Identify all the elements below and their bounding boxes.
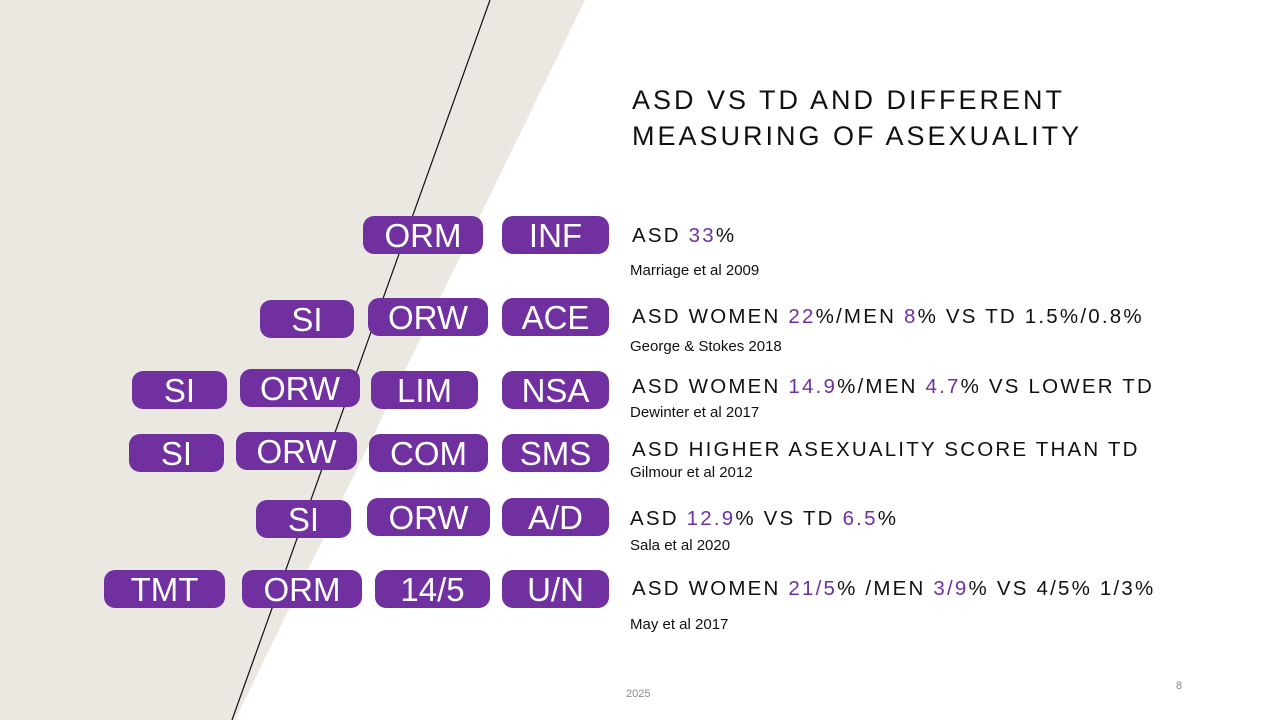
finding-text: ASD 33% <box>632 224 736 248</box>
method-pill: ORW <box>240 369 360 407</box>
method-pill: SMS <box>502 434 609 472</box>
method-pill: LIM <box>371 371 478 409</box>
finding-text: ASD 12.9% VS TD 6.5% <box>630 507 898 531</box>
finding-segment: ASD HIGHER ASEXUALITY SCORE THAN TD <box>632 438 1140 461</box>
method-pill: ORM <box>242 570 362 608</box>
finding-segment: % <box>715 224 737 247</box>
page-number: 8 <box>1176 680 1183 692</box>
finding-segment: ASD WOMEN <box>632 375 789 398</box>
highlighted-value: 22 <box>788 305 816 328</box>
method-pill: ORW <box>367 498 490 536</box>
finding-segment: %/MEN <box>815 305 904 328</box>
finding-segment: ASD WOMEN <box>632 577 789 600</box>
method-pill: SI <box>260 300 354 338</box>
method-pill: COM <box>369 434 488 472</box>
highlighted-value: 8 <box>903 305 918 328</box>
method-pill: SI <box>132 371 227 409</box>
method-pill: ACE <box>502 298 609 336</box>
method-pill: INF <box>502 216 609 254</box>
finding-text: ASD WOMEN 22%/MEN 8% VS TD 1.5%/0.8% <box>632 305 1144 329</box>
finding-segment: % VS TD 1.5%/0.8% <box>917 305 1144 328</box>
footer-year: 2025 <box>626 688 651 700</box>
citation: Dewinter et al 2017 <box>630 404 760 421</box>
slide-title: ASD VS TD AND DIFFERENT MEASURING OF ASE… <box>632 82 1082 154</box>
beige-background-shape <box>0 0 585 720</box>
title-line-1: ASD VS TD AND DIFFERENT <box>632 85 1066 115</box>
highlighted-value: 6.5 <box>842 507 878 530</box>
finding-segment: %/MEN <box>837 375 926 398</box>
citation: George & Stokes 2018 <box>630 338 782 355</box>
finding-text: ASD WOMEN 14.9%/MEN 4.7% VS LOWER TD <box>632 375 1154 399</box>
citation: Gilmour et al 2012 <box>630 464 753 481</box>
finding-segment: % <box>877 507 899 530</box>
method-pill: ORM <box>363 216 483 254</box>
finding-segment: % VS LOWER TD <box>960 375 1154 398</box>
method-pill: ORW <box>368 298 488 336</box>
method-pill: 14/5 <box>375 570 490 608</box>
highlighted-value: 3/9 <box>933 577 969 600</box>
finding-text: ASD HIGHER ASEXUALITY SCORE THAN TD <box>632 438 1140 462</box>
finding-segment: % /MEN <box>837 577 934 600</box>
method-pill: ORW <box>236 432 357 470</box>
finding-segment: ASD <box>630 507 687 530</box>
citation: Sala et al 2020 <box>630 537 731 554</box>
method-pill: A/D <box>502 498 609 536</box>
finding-text: ASD WOMEN 21/5% /MEN 3/9% VS 4/5% 1/3% <box>632 577 1155 601</box>
finding-segment: % VS TD <box>735 507 843 530</box>
finding-segment: ASD WOMEN <box>632 305 789 328</box>
citation: Marriage et al 2009 <box>630 262 760 279</box>
method-pill: SI <box>256 500 351 538</box>
finding-segment: ASD <box>632 224 689 247</box>
highlighted-value: 21/5 <box>788 577 838 600</box>
method-pill: U/N <box>502 570 609 608</box>
method-pill: NSA <box>502 371 609 409</box>
citation: May et al 2017 <box>630 616 729 633</box>
highlighted-value: 33 <box>688 224 716 247</box>
method-pill: TMT <box>104 570 225 608</box>
title-line-2: MEASURING OF ASEXUALITY <box>632 121 1083 151</box>
method-pill: SI <box>129 434 224 472</box>
finding-segment: % VS 4/5% 1/3% <box>968 577 1156 600</box>
highlighted-value: 4.7 <box>925 375 961 398</box>
highlighted-value: 12.9 <box>686 507 736 530</box>
highlighted-value: 14.9 <box>788 375 838 398</box>
